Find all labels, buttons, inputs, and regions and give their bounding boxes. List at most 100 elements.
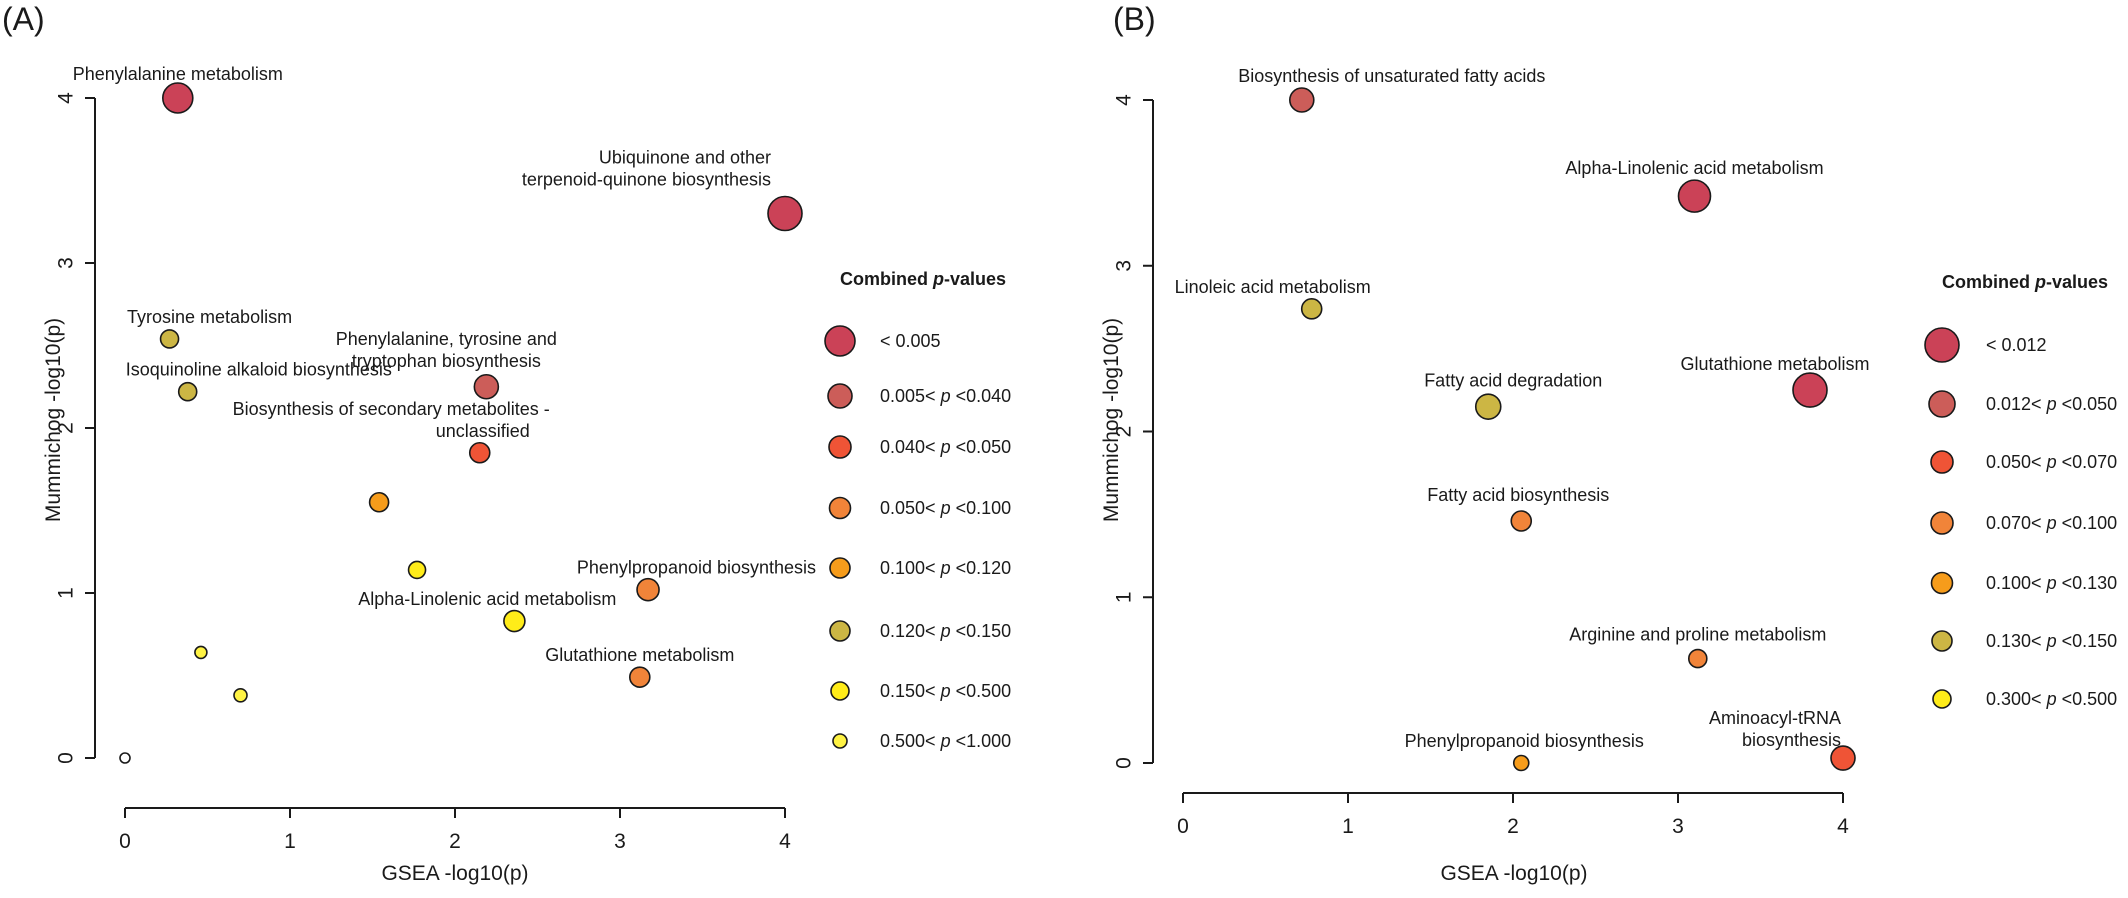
- legend-label: 0.100< p <0.120: [880, 558, 1011, 578]
- legend-swatch: [1931, 630, 1953, 652]
- point-label: Aminoacyl-tRNA biosynthesis: [1709, 708, 1841, 750]
- panel-b: (B) 0 1 2 3 4 0 1 2 3 4 GSEA -log10(p) Mummichog -lo…: [1100, 1, 2117, 885]
- x-tick-label: 1: [1342, 815, 1354, 838]
- legend-label: 0.130< p <0.150: [1986, 631, 2117, 651]
- legend-swatch: [830, 681, 850, 701]
- data-point: [1688, 648, 1708, 669]
- legend: Combined p-values < 0.012 0.012< p <0.050 0…: [1924, 272, 2117, 709]
- legend-label: 0.150< p <0.500: [880, 681, 1011, 701]
- y-tick-label: 2: [55, 422, 78, 434]
- legend-label: 0.500< p <1.000: [880, 731, 1011, 751]
- point-label: Biosynthesis of secondary metabolites -u…: [233, 399, 550, 441]
- data-point: [119, 752, 131, 764]
- point-label: Glutathione metabolism: [1680, 354, 1869, 374]
- point-label: Ubiquinone and other terpenoid-quinone bi…: [522, 148, 771, 190]
- legend-swatch: [828, 496, 852, 520]
- legend-swatch: [824, 325, 856, 357]
- legend-swatch: [827, 383, 853, 409]
- point-label: Isoquinoline alkaloid biosynthesis: [126, 360, 392, 380]
- legend-swatch: [1930, 450, 1954, 474]
- legend-label: 0.100< p <0.130: [1986, 573, 2117, 593]
- y-tick-label: 0: [1113, 757, 1136, 769]
- y-tick-label: 3: [1113, 260, 1136, 272]
- legend-swatch: [1924, 327, 1960, 363]
- x-tick-label: 3: [614, 830, 626, 853]
- legend-label: 0.050< p <0.100: [880, 498, 1011, 518]
- legend-swatch: [828, 435, 852, 459]
- legend-title: Combined p-values: [1942, 272, 2108, 292]
- data-point: [1289, 87, 1315, 113]
- data-point: [1510, 510, 1533, 532]
- data-point: [468, 441, 491, 464]
- legend-swatch: [829, 557, 851, 579]
- point-label: Phenylalanine, tyrosine and tryptophan bi…: [336, 329, 557, 371]
- y-axis-title: Mummichog -log10(p): [1100, 318, 1123, 522]
- x-tick-label: 0: [119, 830, 131, 853]
- legend-label: 0.050< p <0.070: [1986, 452, 2117, 472]
- data-point: [177, 381, 198, 402]
- legend-swatch: [1928, 390, 1956, 418]
- x-tick-label: 2: [1507, 815, 1519, 838]
- data-point: [368, 491, 390, 513]
- y-tick-label: 0: [55, 752, 78, 764]
- point-label: Fatty acid degradation: [1424, 371, 1602, 391]
- x-axis-title: GSEA -log10(p): [381, 862, 528, 885]
- x-axis-title: GSEA -log10(p): [1440, 862, 1587, 885]
- data-point: [1792, 372, 1828, 408]
- y-tick-label: 1: [1113, 591, 1136, 603]
- data-point: [407, 560, 427, 580]
- x-tick-label: 4: [1837, 815, 1849, 838]
- y-tick-label: 1: [55, 587, 78, 599]
- x-tick-label: 3: [1672, 815, 1684, 838]
- legend-swatch: [829, 620, 851, 642]
- legend-label: 0.040< p <0.050: [880, 437, 1011, 457]
- point-label: Fatty acid biosynthesis: [1427, 485, 1609, 505]
- legend-swatch: [1932, 689, 1952, 709]
- legend-label: 0.300< p <0.500: [1986, 689, 2117, 709]
- legend-label: 0.005< p <0.040: [880, 386, 1011, 406]
- legend-label: 0.120< p <0.150: [880, 621, 1011, 641]
- y-tick-label: 4: [55, 92, 78, 104]
- legend-label: < 0.005: [880, 331, 941, 351]
- legend-label: < 0.012: [1986, 335, 2047, 355]
- point-label: Arginine and proline metabolism: [1569, 625, 1826, 645]
- data-point: [1474, 393, 1502, 420]
- x-tick-label: 2: [449, 830, 461, 853]
- data-point: [233, 687, 248, 703]
- y-axis-title: Mummichog -log10(p): [42, 318, 65, 522]
- point-label: Biosynthesis of unsaturated fatty acids: [1238, 66, 1545, 86]
- legend-swatch: [1930, 571, 1954, 595]
- y-tick-label: 2: [1113, 426, 1136, 438]
- point-label: Linoleic acid metabolism: [1175, 277, 1371, 297]
- data-point: [767, 195, 803, 232]
- y-tick-label: 4: [1113, 94, 1136, 106]
- data-point: [1300, 298, 1323, 320]
- point-label: Phenylalanine metabolism: [73, 64, 283, 84]
- legend-label: 0.070< p <0.100: [1986, 513, 2117, 533]
- legend-swatch: [832, 733, 848, 749]
- data-point: [1830, 745, 1856, 771]
- point-label: Alpha-Linolenic acid metabolism: [1565, 158, 1823, 178]
- point-label: Phenylpropanoid biosynthesis: [577, 558, 816, 578]
- data-point: [162, 82, 194, 114]
- data-point: [628, 666, 651, 688]
- data-point: [503, 609, 526, 633]
- point-label: Tyrosine metabolism: [127, 307, 292, 327]
- data-point: [473, 373, 500, 400]
- x-tick-label: 1: [284, 830, 296, 853]
- data-point: [194, 645, 208, 660]
- legend-title: Combined p-values: [840, 269, 1006, 289]
- point-label: Phenylpropanoid biosynthesis: [1405, 731, 1644, 751]
- panel-letter: (A): [2, 1, 45, 37]
- y-tick-label: 3: [55, 257, 78, 269]
- data-point: [1677, 179, 1712, 213]
- x-tick-label: 4: [779, 830, 791, 853]
- x-tick-label: 0: [1177, 815, 1189, 838]
- data-point: [636, 577, 660, 602]
- legend-swatch: [1930, 511, 1954, 535]
- data-point: [1512, 754, 1530, 772]
- legend-label: 0.012< p <0.050: [1986, 394, 2117, 414]
- point-label: Glutathione metabolism: [545, 645, 734, 665]
- panel-a: (A) 0 1 2 3 4 0 1 2 3 4 GSEA -log10(p) Mummichog -lo…: [2, 1, 1011, 885]
